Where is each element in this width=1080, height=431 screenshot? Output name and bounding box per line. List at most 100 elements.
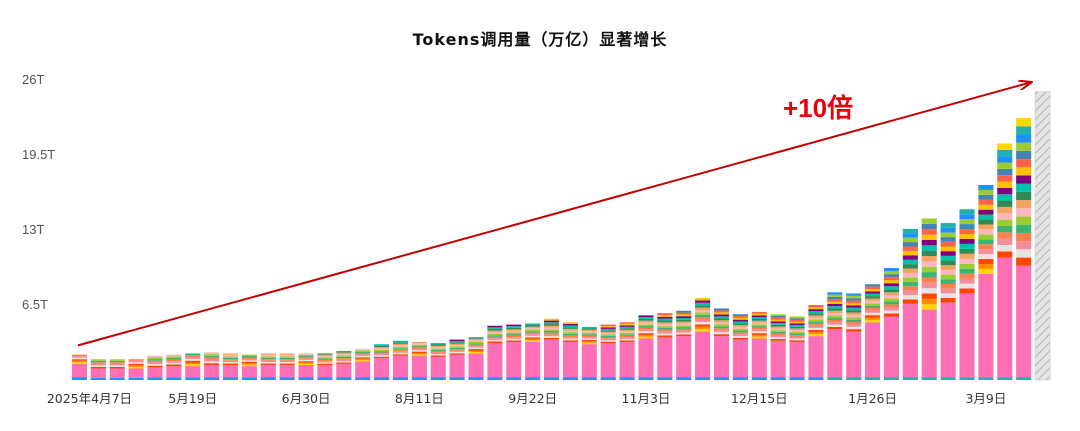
bar-segment: [317, 353, 333, 355]
bar: [185, 353, 201, 380]
bar-segment: [619, 341, 635, 378]
bar-segment: [751, 320, 767, 323]
bar-segment: [751, 313, 767, 316]
bar-segment: [808, 321, 824, 324]
bar-segment: [959, 288, 975, 294]
bar-segment: [544, 329, 560, 331]
bar-segment: [411, 354, 427, 356]
bar-segment: [430, 343, 446, 345]
bar-segment: [940, 298, 956, 303]
bar: [392, 340, 409, 380]
bar-segment: [506, 327, 522, 330]
bar-segment: [449, 339, 465, 341]
bar-segment: [430, 351, 446, 353]
bar-segment: [997, 162, 1013, 169]
bar-segment: [392, 351, 409, 353]
bar-segment: [1016, 200, 1032, 209]
bar-segment: [411, 346, 427, 348]
bar-segment: [241, 361, 257, 364]
bar-segment: [336, 351, 352, 353]
bar-segment: [600, 330, 616, 332]
bar-segment: [940, 288, 956, 294]
bar-segment: [713, 312, 730, 315]
bar-segment: [713, 324, 730, 327]
bar-segment: [128, 377, 144, 380]
bar-segment: [317, 365, 333, 378]
bar-segment: [902, 228, 918, 234]
bar-segment: [940, 260, 956, 266]
x-tick-label: 8月11日: [395, 391, 444, 406]
bar-segment: [827, 313, 843, 316]
bar-segment: [260, 362, 276, 364]
bar-segment: [657, 333, 673, 336]
bar-segment: [638, 334, 654, 337]
bar-segment: [260, 357, 276, 360]
bar-segment: [846, 298, 862, 301]
bar-segment: [392, 352, 409, 355]
bar-segment: [279, 362, 295, 364]
bar-segment: [978, 268, 994, 274]
bar-segment: [279, 356, 295, 358]
bar-segment: [1016, 377, 1032, 380]
bar-segment: [430, 354, 446, 356]
bar-segment: [506, 326, 522, 328]
bar-segment: [355, 377, 371, 380]
bar-segment: [638, 329, 654, 332]
bar-segment: [657, 331, 673, 334]
bar-segment: [808, 334, 824, 337]
bar-segment: [468, 340, 484, 342]
bar-segment: [241, 354, 257, 357]
bar-segment: [921, 304, 937, 310]
bar-segment: [392, 377, 409, 380]
bar-segment: [525, 332, 541, 335]
bar-segment: [279, 357, 295, 360]
bar-segment: [978, 189, 994, 195]
bar-segment: [808, 317, 824, 320]
bar-segment: [1016, 208, 1032, 217]
bar-segment: [487, 341, 503, 344]
bar: [128, 359, 144, 380]
x-tick-label: 12月15日: [731, 391, 788, 406]
bar-segment: [298, 359, 314, 362]
bar-segment: [279, 360, 295, 363]
bar-segment: [808, 332, 824, 335]
bar-segment: [1016, 224, 1032, 233]
bar-segment: [562, 328, 578, 331]
bar-segment: [298, 365, 314, 378]
bar-segment: [978, 239, 994, 245]
bar-segment: [298, 362, 314, 364]
x-tick-label: 1月26日: [848, 391, 897, 406]
bar-segment: [544, 337, 560, 340]
bar-segment: [789, 335, 805, 337]
bar-segment: [883, 268, 900, 272]
bar-segment: [921, 277, 937, 283]
bar-segment: [865, 377, 881, 380]
bar-segment: [562, 338, 578, 341]
bar-segment: [109, 368, 125, 378]
bar-segment: [940, 223, 956, 228]
bar-segment: [789, 331, 805, 334]
bar-segment: [90, 359, 106, 361]
bar-segment: [883, 286, 900, 290]
bar-segment: [827, 322, 843, 325]
bar-segment: [732, 337, 748, 340]
bar-segment: [430, 352, 446, 355]
bar-segment: [997, 194, 1013, 201]
bar-segment: [430, 355, 446, 357]
bar-segment: [185, 362, 201, 365]
bar-segment: [732, 321, 748, 324]
bar-segment: [865, 322, 881, 378]
bar-segment: [997, 181, 1013, 188]
bar-segment: [1016, 118, 1032, 127]
bar-segment: [789, 323, 805, 325]
bar-segment: [846, 302, 862, 306]
bar-segment: [827, 326, 843, 330]
bar-segment: [808, 311, 824, 314]
bar-segment: [506, 338, 522, 341]
bar-segment: [732, 317, 748, 320]
bar: [468, 337, 484, 380]
bar-segment: [468, 349, 484, 351]
bar-segment: [638, 333, 654, 335]
bar: [902, 228, 918, 380]
bar-segment: [676, 336, 692, 378]
